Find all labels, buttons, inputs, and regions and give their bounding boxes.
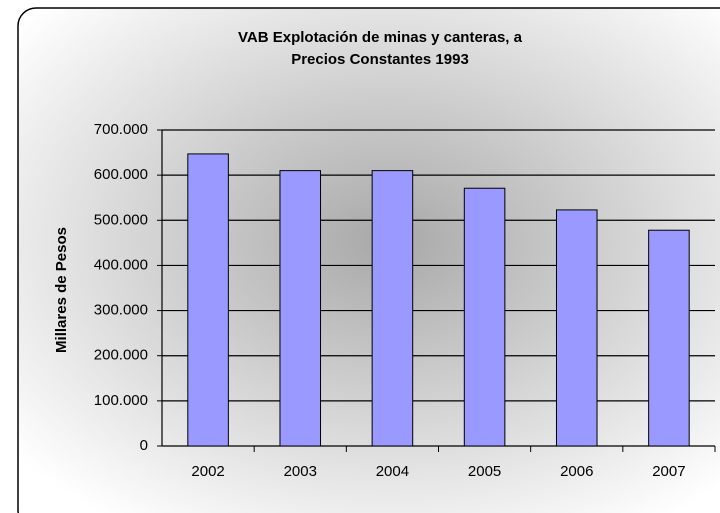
chart-title: VAB Explotación de minas y canteras, a P… (238, 29, 522, 68)
bar (463, 187, 506, 447)
y-tick-label: 700.000 (94, 121, 148, 138)
bar (371, 170, 414, 447)
y-tick-label: 300.000 (94, 302, 148, 319)
y-tick-label: 0 (140, 437, 148, 454)
y-tick-label: 500.000 (94, 211, 148, 228)
x-tick-label: 2007 (652, 463, 685, 480)
bar (279, 170, 322, 447)
bar (187, 153, 229, 447)
y-tick-label: 200.000 (94, 347, 148, 364)
bar (648, 229, 690, 447)
y-tick-label: 100.000 (94, 392, 148, 409)
x-tick-label: 2005 (468, 463, 501, 480)
y-tick-label: 400.000 (94, 256, 148, 273)
x-tick-label: 2006 (560, 463, 593, 480)
x-tick-label: 2004 (376, 463, 409, 480)
bar (555, 209, 598, 447)
y-tick-label: 600.000 (94, 166, 148, 183)
x-tick-label: 2002 (191, 463, 224, 480)
x-tick-label: 2003 (284, 463, 317, 480)
y-axis-label: Millares de Pesos (53, 227, 70, 353)
